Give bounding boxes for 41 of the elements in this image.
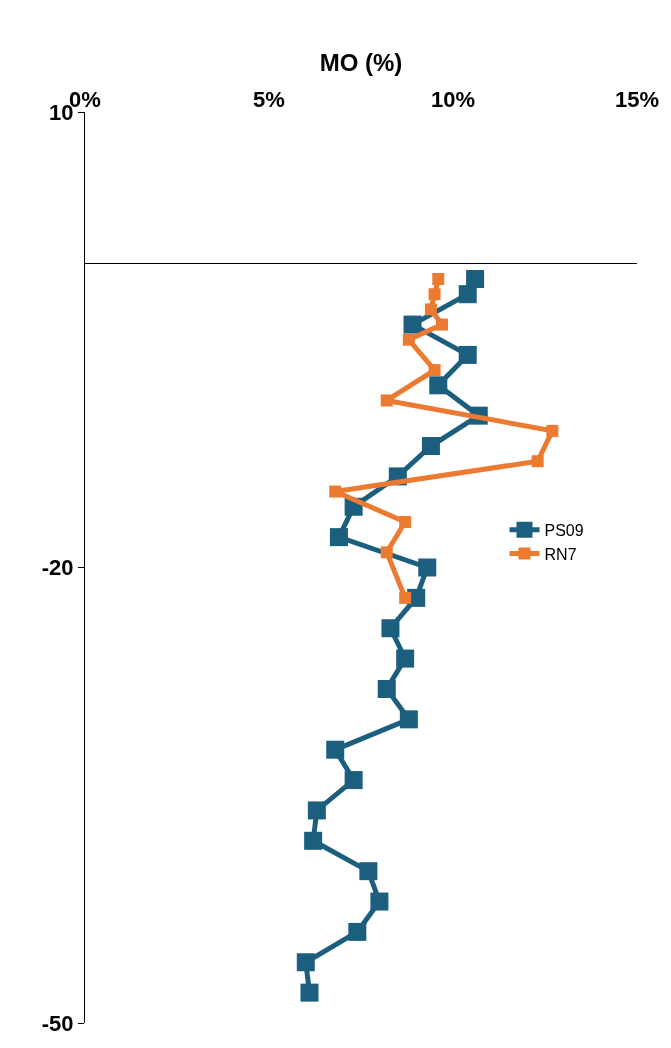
y-tick-label: -20 xyxy=(41,555,74,581)
point xyxy=(424,303,437,316)
point xyxy=(307,801,326,820)
x-tick-label: 10% xyxy=(430,86,476,112)
point xyxy=(403,315,422,334)
point xyxy=(396,649,415,668)
point xyxy=(348,922,367,941)
point xyxy=(300,983,319,1002)
legend-label: PS09 xyxy=(544,521,584,539)
point xyxy=(418,558,437,577)
point xyxy=(381,619,400,638)
point xyxy=(329,485,342,498)
point xyxy=(428,364,441,377)
point xyxy=(329,528,348,547)
point xyxy=(304,831,323,850)
x-tick-label: 5% xyxy=(253,86,285,112)
legend-label: RN7 xyxy=(544,545,577,563)
x-axis-title: MO (%) xyxy=(319,48,403,76)
point xyxy=(296,953,315,972)
y-tick-label: -50 xyxy=(41,1010,74,1036)
point xyxy=(344,771,363,790)
point xyxy=(359,862,378,881)
point xyxy=(458,345,477,364)
point xyxy=(435,318,448,331)
point xyxy=(546,424,559,437)
point xyxy=(458,285,477,304)
point xyxy=(326,740,345,759)
point xyxy=(402,333,415,346)
point xyxy=(421,437,440,456)
point xyxy=(399,710,418,729)
x-tick-label: 15% xyxy=(614,86,660,112)
point xyxy=(370,892,389,911)
point xyxy=(428,288,441,301)
point xyxy=(380,394,393,407)
point xyxy=(429,376,448,395)
point xyxy=(380,546,393,559)
point xyxy=(377,679,396,698)
point xyxy=(432,273,445,286)
point xyxy=(399,591,412,604)
point xyxy=(531,455,544,468)
point xyxy=(399,515,412,528)
